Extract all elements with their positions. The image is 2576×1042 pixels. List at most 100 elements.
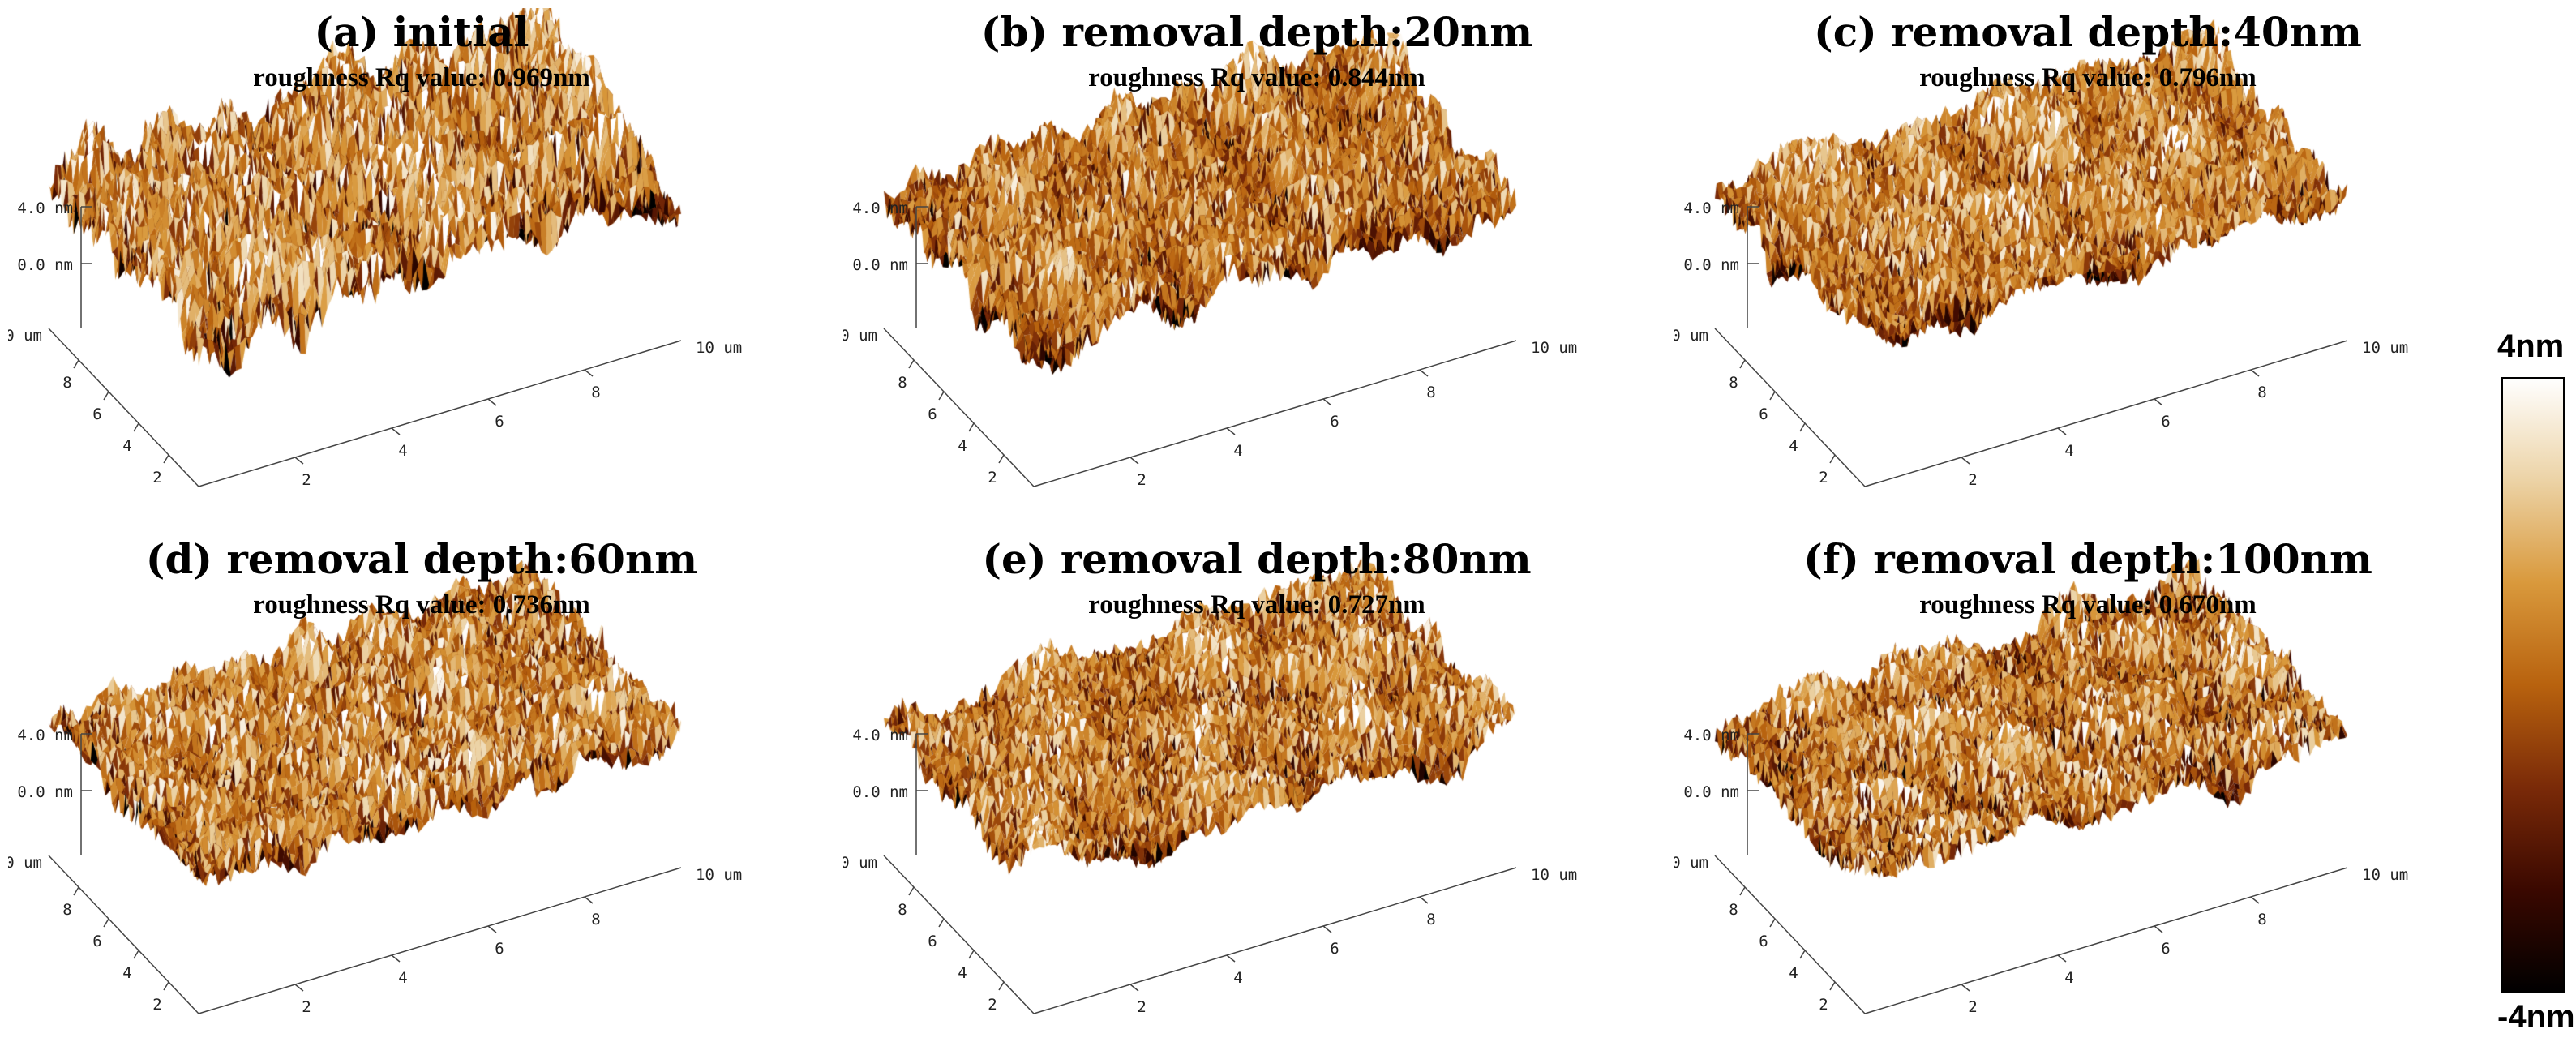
x-tick [1129, 984, 1139, 992]
x-tick-label: 2 [1137, 998, 1146, 1016]
y-tick [103, 391, 109, 401]
y-tick-label: 8 [62, 374, 71, 392]
y-tick-label: 6 [1759, 933, 1768, 950]
afm-panel-f: 4.0 nm 0.0 nm 10 um 10 um 2 2 4 4 6 6 8 8 (f) remova… [1674, 535, 2501, 1038]
x-end-label: 10 um [2362, 339, 2408, 357]
afm-panel-c: 4.0 nm 0.0 nm 10 um 10 um 2 2 4 4 6 6 8 8 (c) remova… [1674, 8, 2501, 511]
x-end-label: 10 um [696, 339, 742, 357]
panel-roughness: roughness Rq value: 0.844nm [1088, 63, 1425, 92]
y-tick-label: 4 [958, 964, 967, 982]
x-tick-label: 4 [2064, 969, 2073, 987]
x-tick [2154, 398, 2163, 406]
y-axis-line [883, 855, 1035, 1014]
y-tick [938, 918, 945, 928]
panel-title: (f) removal depth:100nm [1803, 535, 2372, 583]
y-axis-line [883, 328, 1035, 487]
y-tick-label: 8 [898, 901, 907, 919]
x-tick [1226, 427, 1236, 435]
y-tick [1739, 359, 1746, 369]
y-tick-label: 2 [152, 996, 161, 1014]
colorbar-gradient [2501, 377, 2565, 993]
y-tick [73, 359, 79, 369]
surface-3d-plot [8, 535, 835, 1038]
x-end-label: 10 um [1531, 866, 1577, 884]
panel-roughness: roughness Rq value: 0.796nm [1919, 63, 2257, 92]
y-tick [1799, 950, 1806, 959]
x-axis-line [1864, 867, 2348, 1014]
x-axis-line [198, 340, 682, 487]
x-tick [1129, 457, 1139, 465]
z-label-mid: 0.0 nm [1683, 783, 1739, 801]
x-axis-line [1864, 340, 2348, 487]
y-tick-label: 6 [1759, 405, 1768, 423]
x-axis-line [1033, 867, 1517, 1014]
y-tick [1769, 391, 1776, 401]
afm-panel-b: 4.0 nm 0.0 nm 10 um 10 um 2 2 4 4 6 6 8 8 (b) remova… [843, 8, 1670, 511]
y-tick-label: 6 [928, 405, 937, 423]
x-tick [487, 398, 497, 406]
y-tick-label: 8 [1729, 901, 1738, 919]
x-tick-label: 8 [2257, 384, 2266, 401]
y-tick [133, 950, 139, 959]
x-tick-label: 2 [302, 998, 311, 1016]
x-tick-label: 6 [495, 940, 504, 958]
x-tick [294, 457, 304, 465]
y-tick [73, 886, 79, 896]
y-tick-label: 4 [122, 437, 131, 455]
surface-3d-plot [843, 535, 1670, 1038]
x-tick [2250, 896, 2260, 904]
x-tick-label: 6 [1330, 940, 1339, 958]
corner-label: 10 um [843, 327, 877, 345]
y-tick [998, 981, 1005, 991]
z-label-top: 4.0 nm [852, 199, 908, 217]
panel-roughness: roughness Rq value: 0.727nm [1088, 590, 1425, 620]
y-tick-label: 2 [152, 469, 161, 487]
surface-axes: 4.0 nm 0.0 nm 10 um 10 um 2 2 4 4 6 6 8 8 [8, 199, 742, 489]
x-tick-label: 2 [1968, 998, 1977, 1016]
surface-axes: 4.0 nm 0.0 nm 10 um 10 um 2 2 4 4 6 6 8 8 [843, 199, 1577, 489]
z-label-mid: 0.0 nm [852, 783, 908, 801]
x-tick-label: 8 [2257, 911, 2266, 928]
y-tick-label: 6 [928, 933, 937, 950]
x-tick-label: 4 [1233, 442, 1242, 460]
x-tick-label: 6 [2161, 413, 2170, 431]
panel-title: (e) removal depth:80nm [982, 535, 1532, 583]
afm-panel-d: 4.0 nm 0.0 nm 10 um 10 um 2 2 4 4 6 6 8 8 (d) remova… [8, 535, 835, 1038]
y-tick-label: 2 [1819, 996, 1828, 1014]
x-tick-label: 2 [302, 471, 311, 489]
x-tick [1419, 896, 1429, 904]
y-tick [1829, 981, 1836, 991]
panel-roughness: roughness Rq value: 0.670nm [1919, 590, 2257, 620]
x-tick-label: 8 [1426, 911, 1435, 928]
z-label-mid: 0.0 nm [1683, 256, 1739, 274]
surface-3d-plot [843, 8, 1670, 511]
z-label-mid: 0.0 nm [17, 256, 73, 274]
x-tick [584, 369, 594, 377]
x-tick [294, 984, 304, 992]
surface-3d-plot [1674, 535, 2501, 1038]
y-tick [1739, 886, 1746, 896]
y-axis-line [48, 855, 199, 1014]
corner-label: 10 um [1674, 327, 1708, 345]
x-tick [1961, 457, 1970, 465]
y-axis-line [1714, 855, 1866, 1014]
x-end-label: 10 um [2362, 866, 2408, 884]
panel-roughness: roughness Rq value: 0.969nm [253, 63, 590, 92]
panel-title: (c) removal depth:40nm [1814, 8, 2362, 56]
z-label-top: 4.0 nm [1683, 199, 1739, 217]
x-tick [1322, 925, 1332, 933]
afm-panel-e: 4.0 nm 0.0 nm 10 um 10 um 2 2 4 4 6 6 8 8 (e) remova… [843, 535, 1670, 1038]
x-tick [584, 896, 594, 904]
y-tick [1769, 918, 1776, 928]
x-axis-line [198, 867, 682, 1014]
y-tick-label: 4 [1789, 964, 1798, 982]
x-tick [487, 925, 497, 933]
x-axis-line [1033, 340, 1517, 487]
y-tick-label: 4 [122, 964, 131, 982]
z-label-top: 4.0 nm [1683, 727, 1739, 744]
y-tick-label: 2 [1819, 469, 1828, 487]
y-tick [968, 422, 975, 432]
z-label-top: 4.0 nm [17, 199, 73, 217]
surface-3d-plot [8, 8, 835, 511]
y-tick [163, 454, 169, 464]
